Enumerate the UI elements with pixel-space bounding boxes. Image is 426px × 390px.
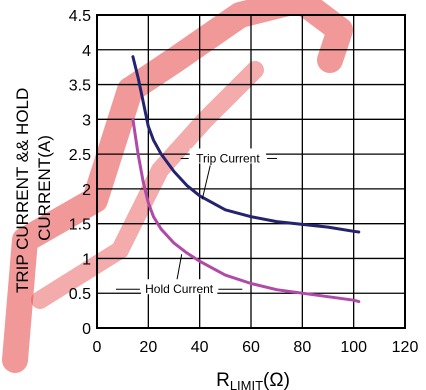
trip-current-label-bg (189, 148, 267, 164)
x-tick-label: 100 (340, 339, 367, 356)
x-axis-label-sub: LIMIT (230, 378, 263, 390)
hold-current-leader (176, 254, 183, 282)
trip-current-leader (201, 165, 211, 200)
x-axis-label: RLIMIT(Ω) (216, 370, 290, 390)
y-tick-label: 3 (82, 112, 91, 129)
watermark (2, 0, 353, 373)
y-tick-label: 2 (82, 182, 91, 199)
hold-current-label: Hold Current (145, 282, 214, 296)
series-lines (131, 55, 361, 304)
x-tick-label: 0 (93, 339, 102, 356)
trip-current-line (131, 55, 361, 234)
x-tick-label: 40 (191, 339, 209, 356)
y-axis-label-line-2: CURRENT(A) (35, 135, 54, 241)
x-axis-label-unit: (Ω) (263, 370, 290, 390)
axes (96, 14, 406, 329)
hold-current-line (131, 117, 361, 304)
x-tick-label: 60 (242, 339, 260, 356)
y-tick-label: 0.5 (69, 286, 91, 303)
watermark-stroke (2, 0, 353, 373)
plot-frame (96, 14, 406, 329)
y-tick-label: 1.5 (69, 217, 91, 234)
y-tick-label: 2.5 (69, 147, 91, 164)
y-tick-label: 4.5 (69, 8, 91, 25)
x-axis-label-main: R (216, 370, 230, 390)
y-axis-label-line-1: TRIP CURRENT && HOLD (13, 88, 32, 293)
x-tick-label: 20 (139, 339, 157, 356)
trip-current-label: Trip Current (196, 151, 260, 165)
y-tick-label: 0 (82, 321, 91, 338)
y-axis-label: TRIP CURRENT && HOLD CURRENT(A) (13, 83, 54, 293)
y-tick-label: 4 (82, 43, 91, 60)
hold-current-label-bg (140, 279, 218, 295)
annotations: Trip Current Hold Current (115, 148, 278, 296)
watermark-stroke-2 (31, 61, 264, 309)
y-tick-label: 1 (82, 251, 91, 268)
tick-labels: 0 20 40 60 80 100 120 0 0.5 1 1.5 2 2.5 3 3.5 4 4.5 (69, 8, 419, 356)
x-tick-label: 80 (293, 339, 311, 356)
y-tick-label: 3.5 (69, 78, 91, 95)
x-tick-label: 120 (392, 339, 419, 356)
